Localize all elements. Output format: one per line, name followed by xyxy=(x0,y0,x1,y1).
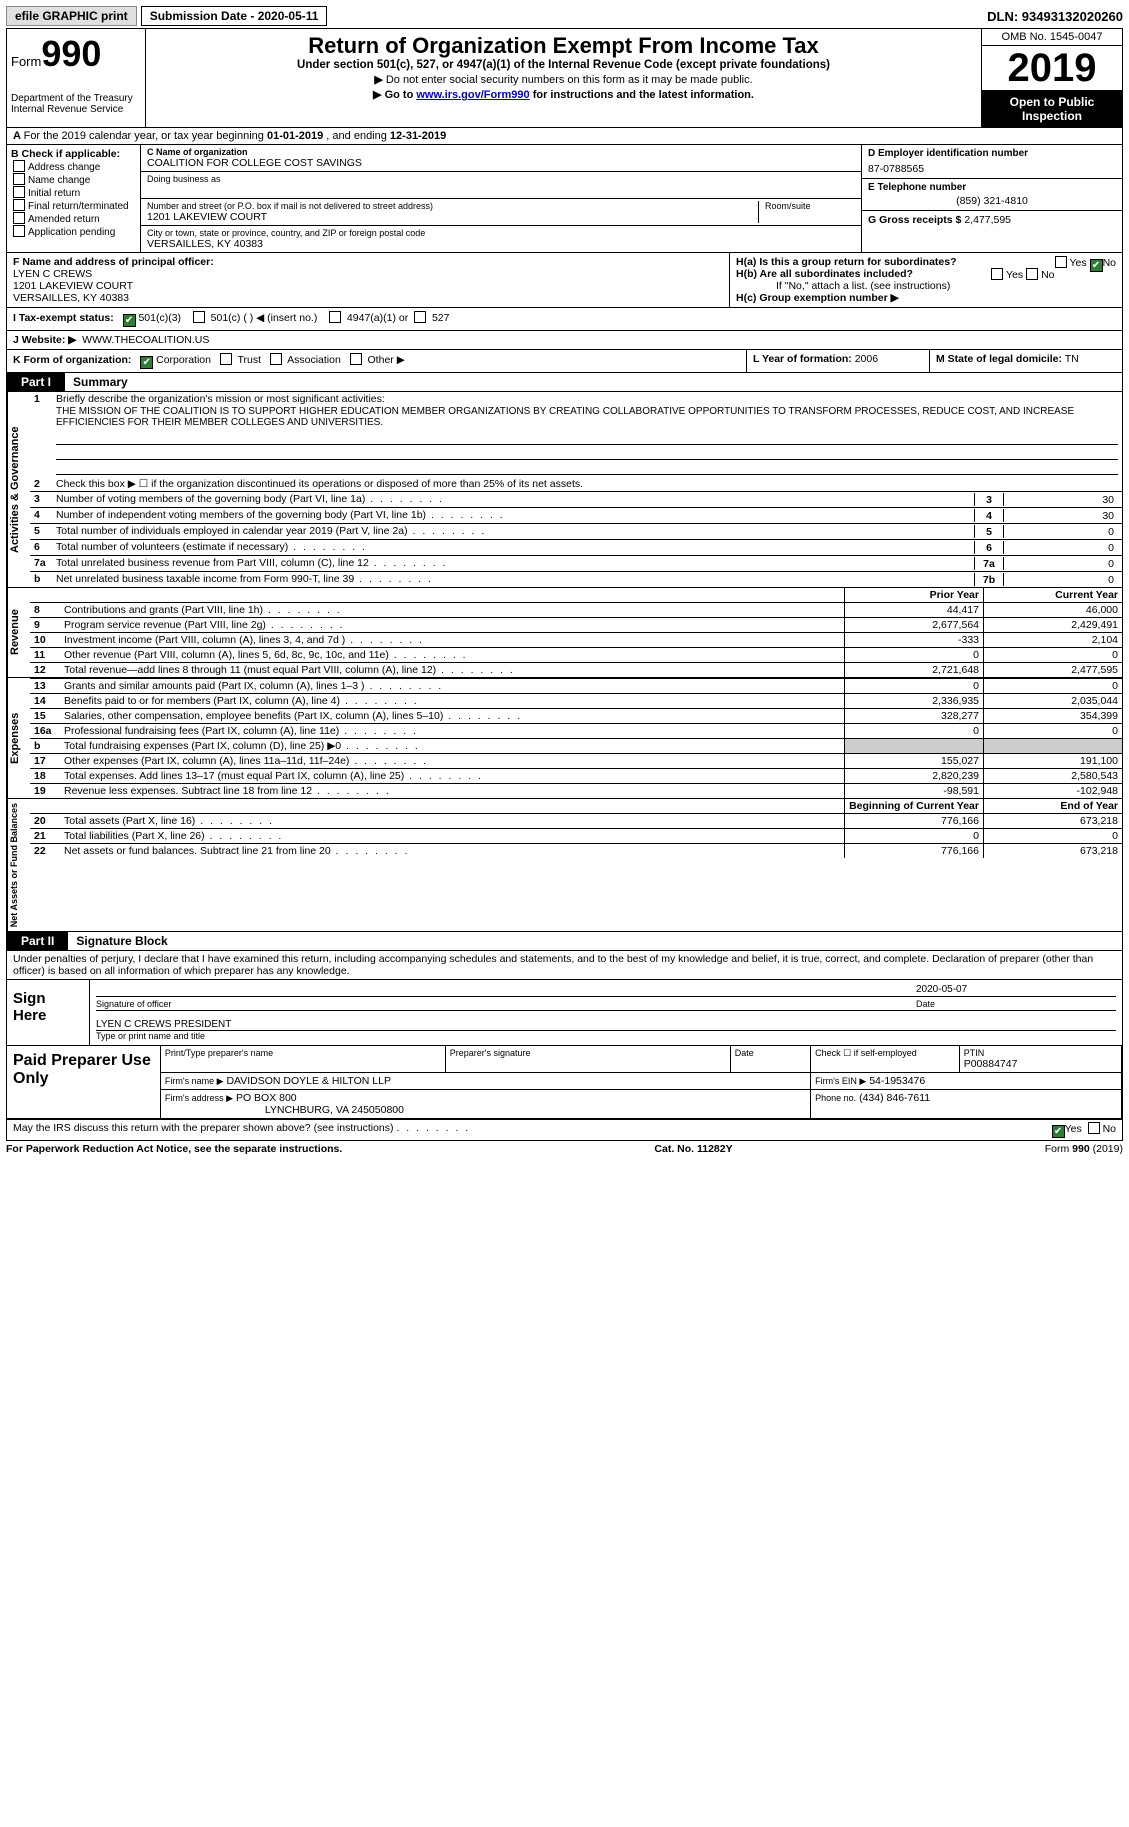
city-state-zip: VERSAILLES, KY 40383 xyxy=(147,238,855,250)
tax-year: 2019 xyxy=(982,46,1122,91)
header-middle: Return of Organization Exempt From Incom… xyxy=(146,29,981,127)
org-name: COALITION FOR COLLEGE COST SAVINGS xyxy=(147,157,855,169)
row-a-tax-year: A For the 2019 calendar year, or tax yea… xyxy=(7,128,1122,145)
irs-label: Internal Revenue Service xyxy=(11,104,141,115)
top-toolbar: efile GRAPHIC print Submission Date - 20… xyxy=(6,6,1123,26)
street-address: 1201 LAKEVIEW COURT xyxy=(147,211,758,223)
header-right: OMB No. 1545-0047 2019 Open to Public In… xyxy=(981,29,1122,127)
form-title: Return of Organization Exempt From Incom… xyxy=(154,33,973,59)
row-j-website: J Website: ▶ WWW.THECOALITION.US xyxy=(7,331,1122,350)
discuss-row: May the IRS discuss this return with the… xyxy=(7,1119,1122,1140)
expenses-section: Expenses 13Grants and similar amounts pa… xyxy=(7,677,1122,798)
phone: (859) 321-4810 xyxy=(868,193,1116,207)
section-deg: D Employer identification number 87-0788… xyxy=(861,145,1122,252)
row-i-tax-status: I Tax-exempt status: ✔ 501(c)(3) 501(c) … xyxy=(7,308,1122,331)
header-left: Form990 Department of the Treasury Inter… xyxy=(7,29,146,127)
preparer-table: Paid Preparer Use Only Print/Type prepar… xyxy=(7,1045,1122,1119)
row-klm: K Form of organization: ✔ Corporation Tr… xyxy=(7,350,1122,373)
ein: 87-0788565 xyxy=(868,159,1116,175)
part-i-header: Part I Summary xyxy=(7,373,1122,392)
open-inspection: Open to Public Inspection xyxy=(982,91,1122,127)
section-b: B Check if applicable: Address change Na… xyxy=(7,145,141,252)
form-prefix: Form xyxy=(11,54,41,69)
mission-text: THE MISSION OF THE COALITION IS TO SUPPO… xyxy=(30,406,1122,430)
form-subtitle: Under section 501(c), 527, or 4947(a)(1)… xyxy=(154,59,973,71)
ssn-note: Do not enter social security numbers on … xyxy=(386,74,753,86)
gross-receipts: 2,477,595 xyxy=(964,214,1011,226)
footer: For Paperwork Reduction Act Notice, see … xyxy=(6,1141,1123,1157)
part-ii-header: Part II Signature Block xyxy=(7,931,1122,951)
row-f-h: F Name and address of principal officer:… xyxy=(7,253,1122,308)
entity-info-block: B Check if applicable: Address change Na… xyxy=(7,145,1122,253)
form-header: Form990 Department of the Treasury Inter… xyxy=(7,29,1122,128)
officer-name-title: LYEN C CREWS PRESIDENT xyxy=(96,1013,1116,1030)
signature-block: Under penalties of perjury, I declare th… xyxy=(7,951,1122,1140)
form-number: 990 xyxy=(41,33,101,74)
activities-governance: Activities & Governance 1Briefly describ… xyxy=(7,392,1122,587)
submission-date: Submission Date - 2020-05-11 xyxy=(141,6,328,26)
revenue-section: Revenue Prior Year Current Year 8Contrib… xyxy=(7,587,1122,677)
officer-name: LYEN C CREWS xyxy=(13,268,723,280)
dept-treasury: Department of the Treasury xyxy=(11,93,141,104)
website: WWW.THECOALITION.US xyxy=(82,334,209,346)
irs-link[interactable]: www.irs.gov/Form990 xyxy=(416,89,529,101)
efile-button[interactable]: efile GRAPHIC print xyxy=(6,6,137,26)
net-assets-section: Net Assets or Fund Balances Beginning of… xyxy=(7,798,1122,931)
omb-number: OMB No. 1545-0047 xyxy=(982,29,1122,46)
dln: DLN: 93493132020260 xyxy=(987,9,1123,24)
section-c: C Name of organization COALITION FOR COL… xyxy=(141,145,861,252)
form-container: Form990 Department of the Treasury Inter… xyxy=(6,28,1123,1141)
